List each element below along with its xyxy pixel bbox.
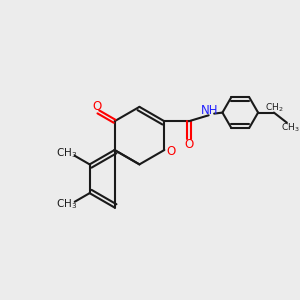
- Text: O: O: [92, 100, 101, 113]
- Text: NH: NH: [201, 103, 218, 117]
- Text: O: O: [184, 138, 194, 151]
- Text: CH$_3$: CH$_3$: [56, 146, 77, 160]
- Text: CH$_2$: CH$_2$: [265, 101, 283, 114]
- Text: O: O: [166, 145, 175, 158]
- Text: CH$_3$: CH$_3$: [56, 197, 77, 211]
- Text: CH$_3$: CH$_3$: [281, 122, 300, 134]
